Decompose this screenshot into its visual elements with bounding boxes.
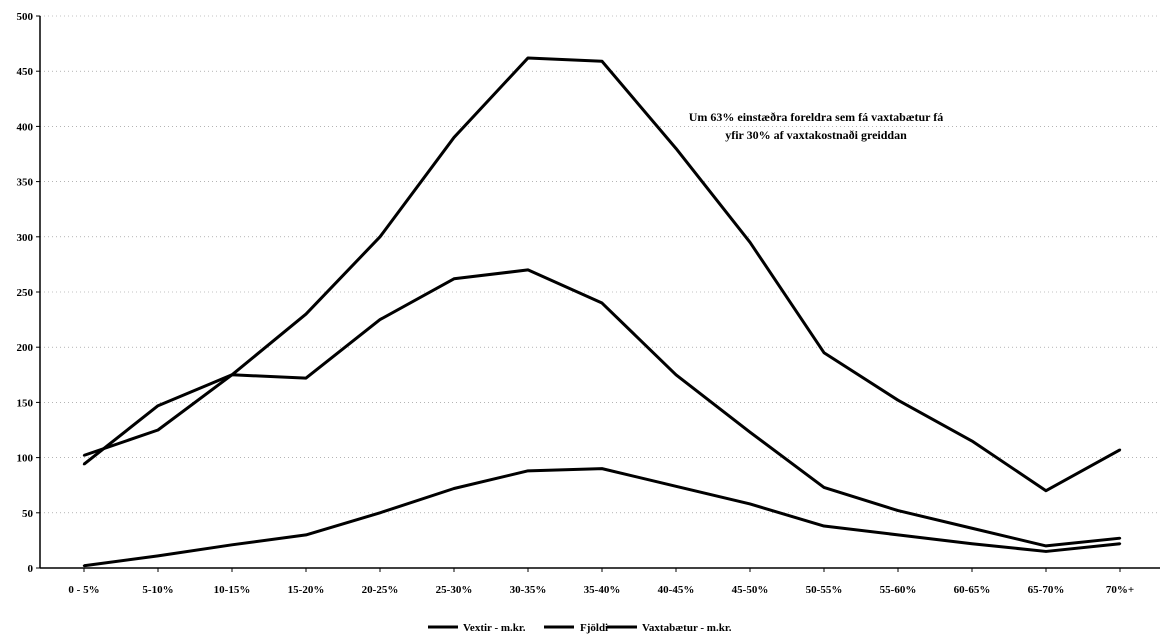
legend-label-fjoldi: Fjöldi <box>580 622 608 634</box>
x-tick-label: 20-25% <box>362 584 399 596</box>
series-lines <box>82 56 1122 568</box>
data-point <box>156 554 160 558</box>
y-axis-ticks: 0 50 100 150 200 250 300 350 400 450 500 <box>17 11 40 575</box>
y-tick-label: 450 <box>17 66 34 78</box>
data-point <box>156 404 160 407</box>
data-point <box>896 533 900 537</box>
y-tick-label: 400 <box>17 121 34 133</box>
gridlines <box>40 15 1160 514</box>
data-point <box>1044 544 1048 548</box>
x-tick-label: 45-50% <box>732 584 769 596</box>
series-line-0 <box>83 56 1121 493</box>
data-point <box>526 469 530 473</box>
data-point <box>304 533 308 537</box>
data-point <box>452 136 456 139</box>
series-line-1 <box>83 268 1121 548</box>
y-tick-label: 100 <box>17 453 34 465</box>
data-point <box>378 511 382 514</box>
data-point <box>1118 542 1122 545</box>
annotation-line-2: yfir 30% af vaxtakostnaði greiddan <box>725 128 907 142</box>
data-point <box>674 485 678 488</box>
data-point <box>970 527 974 530</box>
x-tick-label: 35-40% <box>584 584 621 596</box>
data-point <box>526 268 530 272</box>
y-tick-label: 250 <box>17 287 34 299</box>
x-tick-label: 50-55% <box>806 584 843 596</box>
data-point <box>1118 536 1122 540</box>
y-tick-label: 300 <box>17 232 34 244</box>
y-tick-label: 500 <box>17 11 34 23</box>
x-tick-label: 25-30% <box>436 584 473 596</box>
data-point <box>674 147 678 150</box>
data-point <box>822 524 826 528</box>
data-point <box>600 301 604 305</box>
y-tick-label: 150 <box>17 397 34 409</box>
data-point <box>1044 489 1048 492</box>
y-tick-label: 50 <box>22 508 34 520</box>
x-tick-label: 0 - 5% <box>68 584 99 596</box>
x-tick-label: 30-35% <box>510 584 547 596</box>
data-point <box>600 467 604 470</box>
data-point <box>1118 448 1122 452</box>
x-tick-label: 15-20% <box>288 584 325 596</box>
data-point <box>600 60 604 63</box>
data-point <box>748 241 752 244</box>
data-point <box>452 487 456 490</box>
data-point <box>896 509 900 512</box>
y-tick-label: 0 <box>28 563 34 575</box>
data-point <box>970 439 974 443</box>
data-point <box>674 373 678 376</box>
legend: Vextir - m.kr. Fjöldi Vaxtabætur - m.kr. <box>428 622 732 634</box>
data-point <box>822 351 826 354</box>
data-point <box>896 398 900 402</box>
legend-label-vextir: Vextir - m.kr. <box>463 622 526 634</box>
data-point <box>748 431 752 434</box>
x-tick-label: 55-60% <box>880 584 917 596</box>
y-tick-label: 350 <box>17 177 34 189</box>
data-point <box>82 454 86 457</box>
data-point <box>970 542 974 545</box>
data-point <box>230 373 234 376</box>
data-point <box>822 486 826 489</box>
x-axis-ticks: 0 - 5% 5-10% 10-15% 15-20% 20-25% 25-30% 30-35… <box>68 568 1134 596</box>
x-tick-label: 40-45% <box>658 584 695 596</box>
data-point <box>82 463 86 466</box>
x-tick-label: 60-65% <box>954 584 991 596</box>
data-point <box>82 564 86 567</box>
series-line-2 <box>83 467 1121 568</box>
annotation-line-1: Um 63% einstæðra foreldra sem fá vaxtabæ… <box>689 110 944 124</box>
x-tick-label: 70%+ <box>1106 584 1134 596</box>
x-tick-label: 65-70% <box>1028 584 1065 596</box>
data-point <box>526 56 530 60</box>
data-point <box>304 312 308 316</box>
legend-label-vaxtabaetur: Vaxtabætur - m.kr. <box>642 622 732 634</box>
data-point <box>230 543 234 547</box>
x-tick-label: 10-15% <box>214 584 251 596</box>
data-point <box>1044 550 1048 553</box>
data-point <box>378 235 382 238</box>
data-point <box>156 428 160 432</box>
y-tick-label: 200 <box>17 342 34 354</box>
data-point <box>304 376 308 380</box>
data-point <box>378 318 382 321</box>
x-tick-label: 5-10% <box>142 584 173 596</box>
data-point <box>452 277 456 280</box>
data-point <box>748 502 752 506</box>
